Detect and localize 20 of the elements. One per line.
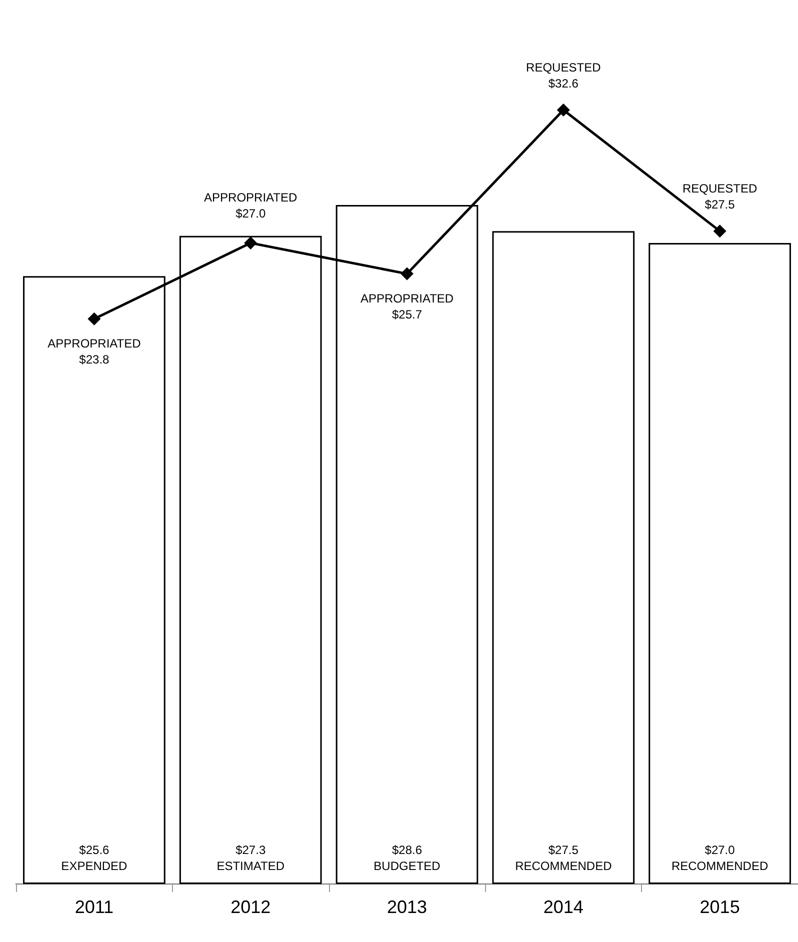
data-label: $28.6 BUDGETED <box>374 843 441 873</box>
data-label: APPROPRIATED $27.0 <box>204 190 298 220</box>
data-label: REQUESTED $32.6 <box>526 60 602 90</box>
x-tick-label: 2014 <box>543 897 584 917</box>
data-label: APPROPRIATED $23.8 <box>48 336 142 366</box>
point <box>88 312 101 326</box>
data-label: $25.6 EXPENDED <box>61 843 128 873</box>
point <box>556 103 570 116</box>
x-tick-label: 2011 <box>74 897 114 917</box>
point <box>400 267 414 280</box>
data-label: $27.5 RECOMMENDED <box>515 843 612 873</box>
point <box>713 224 726 238</box>
x-tick-label: 2013 <box>386 897 428 917</box>
data-label: $27.0 RECOMMENDED <box>671 843 768 873</box>
point <box>244 236 258 250</box>
x-tick-label: 2015 <box>700 897 740 917</box>
data-label: $27.3 ESTIMATED <box>216 843 285 873</box>
x-tick-label: 2012 <box>230 897 271 917</box>
data-label: REQUESTED $27.5 <box>682 182 758 212</box>
data-label: APPROPRIATED $25.7 <box>360 291 454 322</box>
